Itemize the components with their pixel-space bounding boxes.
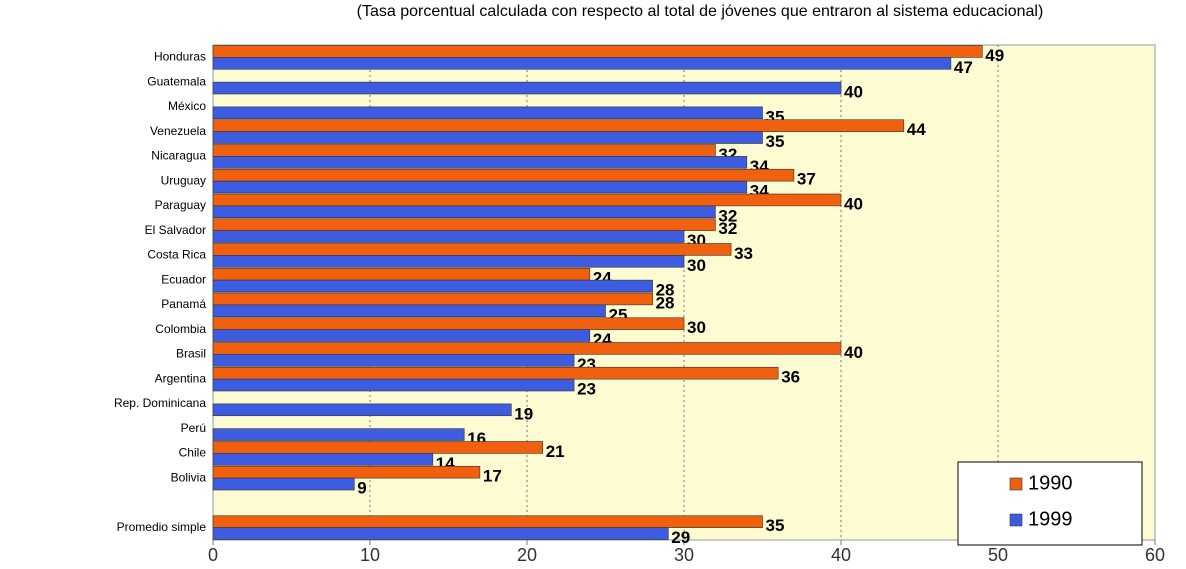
y-tick-label: El Salvador xyxy=(145,223,206,237)
y-tick-label: México xyxy=(168,99,206,113)
legend-swatch xyxy=(1009,477,1023,491)
data-label: 33 xyxy=(734,244,753,263)
bar xyxy=(212,131,763,144)
bar xyxy=(212,317,685,330)
bar xyxy=(212,465,481,479)
bar xyxy=(212,342,842,355)
bar xyxy=(212,180,748,194)
legend-box xyxy=(957,461,1143,546)
x-tick-label: 30 xyxy=(674,545,694,565)
y-tick-label: Costa Rica xyxy=(147,248,206,262)
bar xyxy=(212,243,732,256)
y-tick-label: Uruguay xyxy=(161,173,206,187)
bar xyxy=(212,378,575,392)
bar xyxy=(212,45,983,58)
y-tick-label: Guatemala xyxy=(147,74,206,88)
legend-swatch xyxy=(1009,513,1023,527)
data-label: 17 xyxy=(483,467,502,486)
data-label: 35 xyxy=(766,132,785,151)
data-label: 32 xyxy=(718,206,737,225)
data-label: 29 xyxy=(671,528,690,547)
x-tick-label: 40 xyxy=(831,545,851,565)
bar xyxy=(212,255,685,268)
x-tick-label: 10 xyxy=(360,545,380,565)
data-label: 19 xyxy=(514,404,533,423)
data-label: 36 xyxy=(781,368,800,387)
bar xyxy=(212,119,905,132)
bar xyxy=(212,441,544,454)
data-label: 21 xyxy=(546,442,565,461)
bar xyxy=(212,57,952,70)
legend-label: 1999 xyxy=(1028,508,1073,530)
y-tick-label: Chile xyxy=(179,446,207,460)
bar xyxy=(212,218,716,231)
y-tick-label: Perú xyxy=(181,421,206,435)
data-label: 23 xyxy=(577,380,596,399)
bar xyxy=(212,453,434,466)
bar xyxy=(212,193,842,207)
x-tick-label: 0 xyxy=(208,545,218,565)
y-tick-label: Nicaragua xyxy=(151,149,206,163)
bar xyxy=(212,230,685,243)
bar xyxy=(212,428,465,441)
bar xyxy=(212,354,575,367)
data-label: 47 xyxy=(954,58,973,77)
y-tick-label: Ecuador xyxy=(161,272,206,286)
bar xyxy=(212,106,763,120)
y-tick-label: Colombia xyxy=(155,322,206,336)
data-label: 40 xyxy=(844,194,863,213)
y-tick-label: Honduras xyxy=(154,50,206,64)
bar xyxy=(212,292,653,306)
bar xyxy=(212,304,606,318)
bar xyxy=(212,279,653,293)
y-tick-label: Promedio simple xyxy=(117,520,207,534)
bar xyxy=(212,329,591,342)
bar xyxy=(212,366,779,380)
data-label: 37 xyxy=(797,170,816,189)
bar xyxy=(212,477,355,491)
x-tick-label: 60 xyxy=(1145,545,1165,565)
y-tick-label: Rep. Dominicana xyxy=(114,396,206,410)
x-tick-label: 20 xyxy=(517,545,537,565)
y-tick-label: Argentina xyxy=(155,371,207,385)
y-tick-label: Panamá xyxy=(161,297,206,311)
data-label: 40 xyxy=(844,343,863,362)
x-tick-label: 50 xyxy=(988,545,1008,565)
data-label: 30 xyxy=(687,318,706,337)
bar xyxy=(212,205,716,219)
data-label: 28 xyxy=(656,281,675,300)
y-tick-label: Venezuela xyxy=(150,124,206,138)
y-tick-label: Bolivia xyxy=(171,470,207,484)
data-label: 30 xyxy=(687,256,706,275)
bar xyxy=(212,527,669,540)
data-label: 32 xyxy=(718,219,737,238)
bar xyxy=(212,168,795,182)
bar xyxy=(212,403,512,417)
y-tick-label: Paraguay xyxy=(155,198,206,212)
chart-subtitle: (Tasa porcentual calculada con respecto … xyxy=(357,3,1044,20)
data-label: 40 xyxy=(844,83,863,102)
legend-label: 1990 xyxy=(1028,472,1073,494)
bar xyxy=(212,144,716,157)
data-label: 44 xyxy=(907,120,926,139)
data-label: 35 xyxy=(766,516,785,535)
data-label: 49 xyxy=(985,46,1004,65)
bar xyxy=(212,267,591,281)
data-label: 9 xyxy=(357,479,366,498)
bar xyxy=(212,156,748,169)
bar xyxy=(212,81,842,95)
data-label: 28 xyxy=(656,293,675,312)
y-tick-label: Brasil xyxy=(176,347,206,361)
bar xyxy=(212,515,763,528)
